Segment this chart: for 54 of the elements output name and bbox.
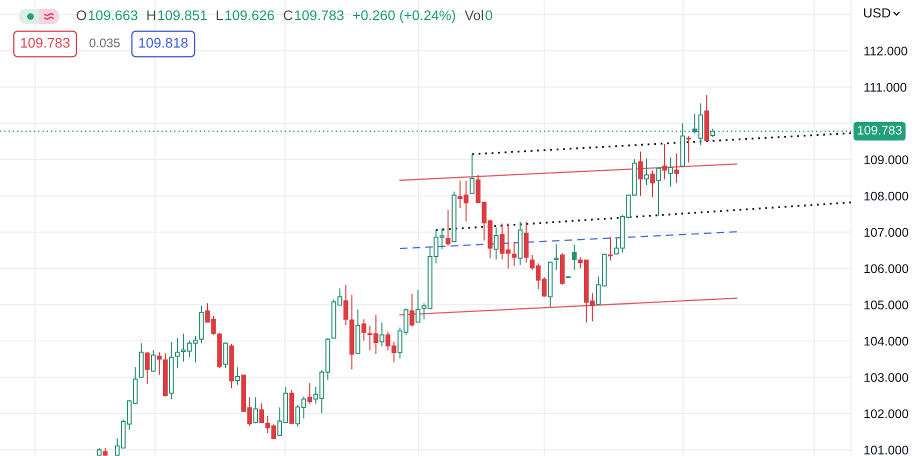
y-tick-label: 107.000 [864,228,908,237]
candlestick [662,144,667,180]
annotation: 0 [486,10,492,20]
candlestick [656,166,661,216]
annotation: 109.818 [139,38,188,48]
annotation: Vol [464,10,484,20]
candlestick [674,152,679,184]
y-tick-label: 104.000 [864,336,908,346]
candlestick [416,289,420,323]
annotation: L [216,10,223,20]
candlestick [253,396,258,424]
candlestick [686,136,692,164]
y-tick-label: 101.000 [864,446,908,454]
candlestick [638,151,643,196]
candlestick [144,352,150,384]
y-tick-label: 105.000 [864,300,908,310]
candlestick [259,402,264,424]
candlestick [644,158,649,186]
candlestick [470,154,474,194]
candlestick [608,236,613,261]
annotation: 109.783 [21,38,70,48]
candlestick [361,318,366,342]
annotation: C [284,10,292,20]
candlestick [524,221,529,264]
y-tick-label: 109.000 [864,155,908,164]
candlestick [380,322,384,347]
y-tick-label: 103.000 [864,373,908,382]
candlestick [307,382,312,404]
ref-line-label: 109.783 [858,126,902,135]
y-tick-label: 111.000 [864,82,906,92]
annotation: 109.626 [225,10,274,20]
annotation: 109.663 [88,10,138,20]
candlestick [554,244,559,270]
annotation: 109.851 [158,10,207,20]
candlestick [494,226,499,260]
y-axis-title: USD [864,8,890,18]
candlestick [650,170,655,198]
y-tick-label: 102.000 [864,409,908,418]
candlestick [150,350,156,372]
annotation: H [147,10,156,20]
annotation: +0.260 (+0.24%) [353,10,456,23]
candlestick [410,293,414,328]
candlestick [156,352,162,376]
candlestick [235,366,240,386]
candlestick [446,210,450,246]
y-tick-label: 108.000 [864,192,908,201]
y-tick-label: 112.000 [864,46,908,56]
candlestick [668,156,673,188]
annotation: O [76,10,86,20]
candlestick [572,244,577,270]
candlestick [223,342,228,369]
y-tick-label: 106.000 [864,264,908,274]
annotation: 109.783 [295,10,344,20]
annotation: 0.035 [89,38,120,48]
